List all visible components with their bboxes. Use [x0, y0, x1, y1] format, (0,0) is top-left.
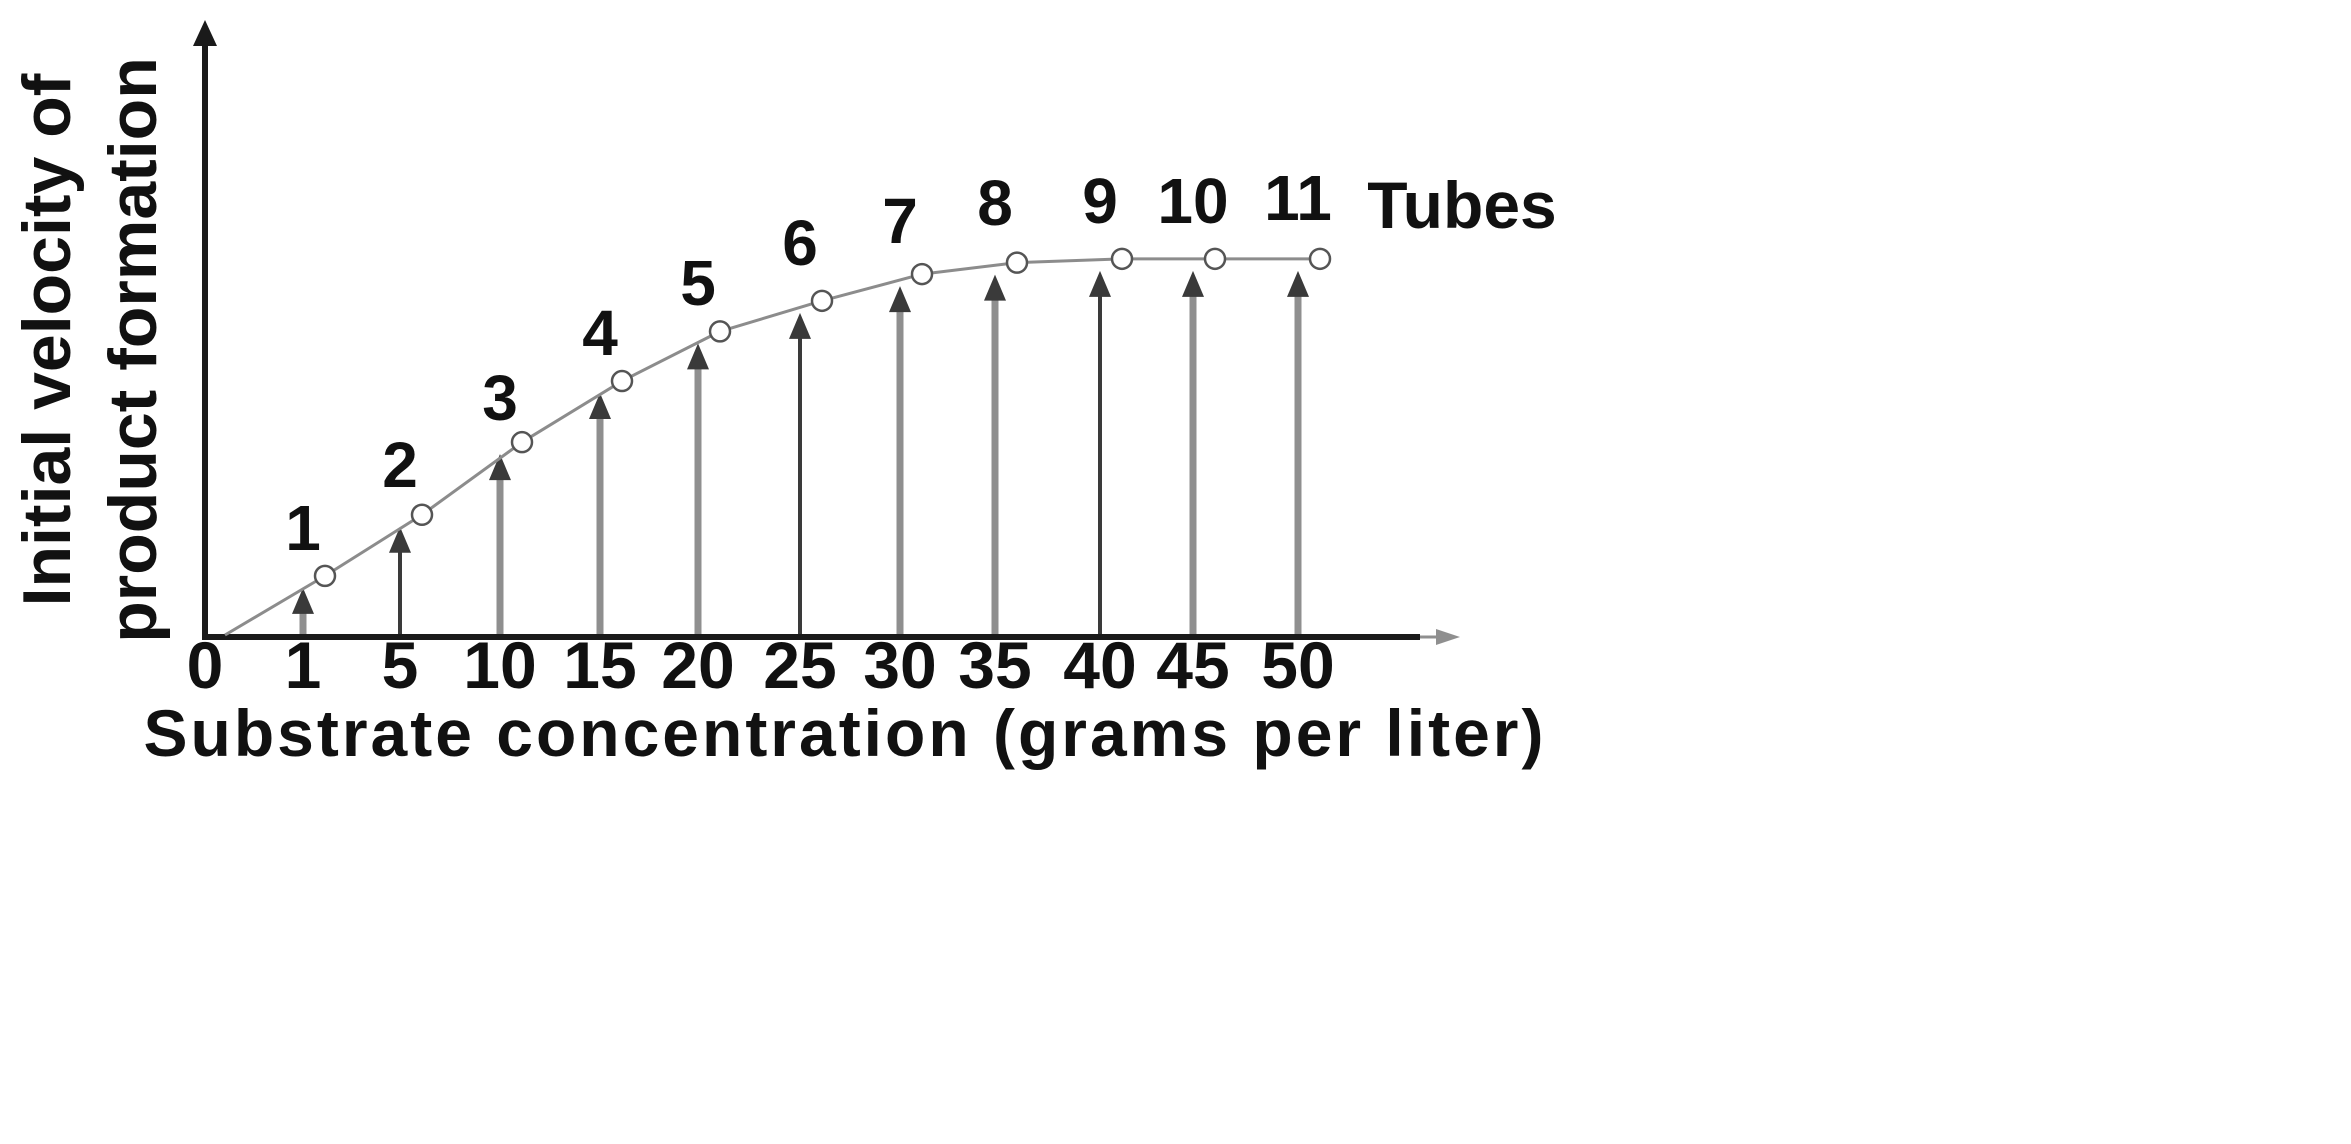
- x-tick-label-50: 50: [1261, 628, 1334, 702]
- velocity-curve: [224, 247, 1332, 637]
- tube-label-6: 6: [782, 207, 818, 279]
- tube-arrowhead-1: [292, 587, 314, 614]
- tube-arrowhead-4: [589, 393, 611, 420]
- tube-label-5: 5: [680, 247, 716, 319]
- tube-label-3: 3: [482, 362, 518, 434]
- tube-arrowhead-2: [389, 526, 411, 553]
- tube-label-4: 4: [582, 297, 618, 369]
- velocity-line: [224, 257, 1320, 637]
- tube-arrowhead-7: [889, 286, 911, 313]
- tube-arrows: [292, 270, 1309, 634]
- tube-label-2: 2: [382, 429, 418, 501]
- x-tick-label-25: 25: [763, 628, 836, 702]
- tube-arrowhead-11: [1287, 270, 1309, 297]
- data-point-tube-1: [313, 564, 337, 588]
- series-label: Tubes: [1367, 168, 1556, 242]
- tube-label-8: 8: [977, 167, 1013, 239]
- y-axis-title-line-1: Initial velocity of: [9, 73, 85, 606]
- x-axis-arrowhead: [1436, 629, 1460, 645]
- x-tick-label-15: 15: [563, 628, 636, 702]
- x-tick-label-30: 30: [863, 628, 936, 702]
- tube-arrowhead-3: [489, 454, 511, 481]
- tube-arrowhead-6: [789, 312, 811, 339]
- tube-label-10: 10: [1157, 165, 1228, 237]
- data-point-tube-3: [510, 430, 534, 454]
- x-tick-label-35: 35: [958, 628, 1031, 702]
- x-tick-label-0: 0: [187, 628, 224, 702]
- x-tick-label-5: 5: [382, 628, 419, 702]
- tube-label-9: 9: [1082, 165, 1118, 237]
- x-tick-label-10: 10: [463, 628, 536, 702]
- axes: [193, 20, 1460, 645]
- x-axis-title: Substrate concentration (grams per liter…: [144, 696, 1547, 770]
- x-tick-label-1: 1: [285, 628, 322, 702]
- data-point-tube-11: [1308, 247, 1332, 271]
- data-point-tube-5: [708, 320, 732, 343]
- tube-arrowhead-9: [1089, 270, 1111, 297]
- data-point-tube-8: [1005, 251, 1029, 274]
- tube-arrowhead-10: [1182, 270, 1204, 297]
- data-point-tube-2: [410, 503, 434, 527]
- data-point-tube-4: [610, 369, 634, 393]
- x-tick-label-45: 45: [1156, 628, 1229, 702]
- tube-arrowhead-5: [687, 343, 709, 370]
- x-tick-label-40: 40: [1063, 628, 1136, 702]
- x-tick-label-20: 20: [661, 628, 734, 702]
- tube-arrowhead-8: [984, 274, 1006, 301]
- tube-label-11: 11: [1264, 162, 1332, 234]
- data-point-tube-7: [910, 262, 934, 286]
- tube-label-1: 1: [285, 492, 321, 564]
- tube-label-7: 7: [882, 185, 918, 257]
- y-axis-title-line-2: product formation: [95, 57, 171, 643]
- data-point-tube-6: [810, 289, 834, 313]
- data-point-tube-10: [1203, 247, 1227, 271]
- y-axis-arrowhead: [193, 20, 217, 46]
- data-point-tube-9: [1110, 247, 1134, 271]
